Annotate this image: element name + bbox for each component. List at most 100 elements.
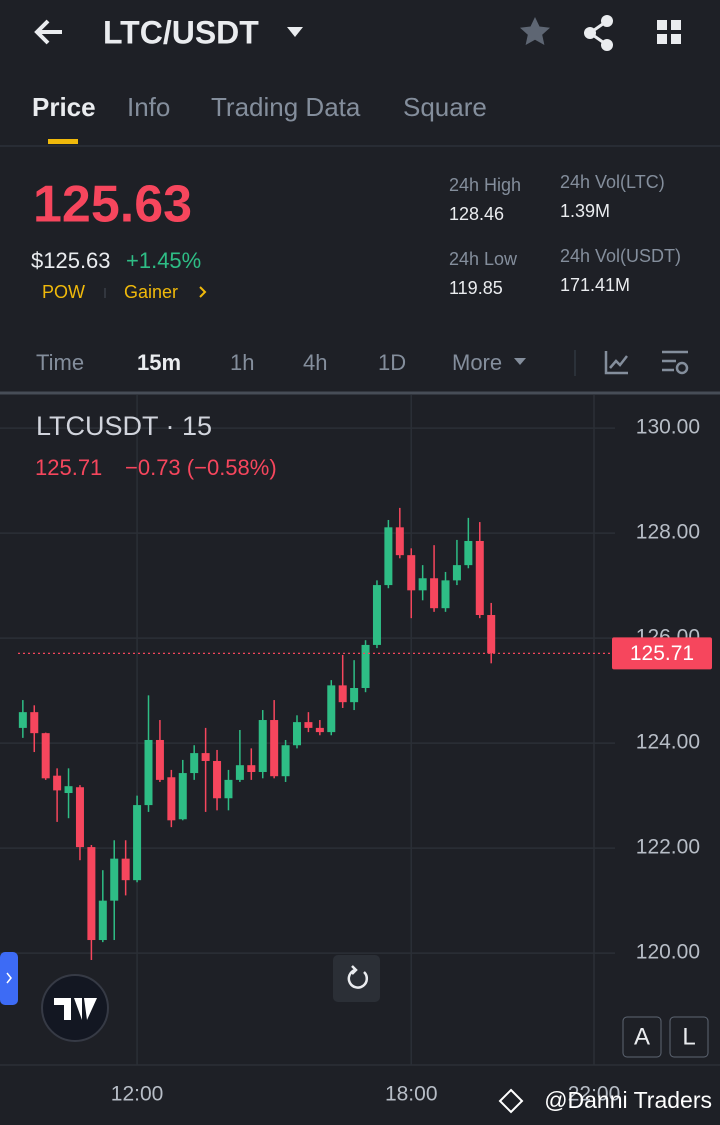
last-price: 125.63 — [33, 176, 192, 234]
x-tick-label: 22:00 — [568, 1083, 621, 1106]
last-price-label: 125.71 — [630, 642, 694, 665]
candle-body — [304, 722, 313, 728]
candle-body — [75, 787, 84, 848]
tradingview-mark — [54, 998, 97, 1020]
tab[interactable]: Price — [32, 92, 96, 122]
candle-body — [247, 765, 256, 773]
y-tick-label: 124.00 — [636, 731, 700, 754]
candle-body — [64, 786, 73, 794]
candle-body — [155, 739, 164, 780]
candle-body — [30, 712, 39, 734]
last-price-tag — [612, 637, 712, 670]
tag[interactable]: POW — [42, 282, 85, 302]
candle-body — [235, 765, 244, 780]
more-dropdown — [514, 358, 526, 365]
candle-body — [18, 712, 27, 728]
grid-icon[interactable] — [657, 20, 681, 44]
tab[interactable]: Trading Data — [211, 92, 361, 122]
candle-body — [87, 847, 96, 941]
stat-label: 24h Vol(USDT) — [560, 246, 681, 266]
stat-label: 24h Low — [449, 249, 518, 269]
log-button[interactable] — [669, 1016, 709, 1058]
plot-area — [0, 395, 720, 1125]
interval[interactable]: 1D — [378, 350, 406, 375]
chevron — [199, 286, 207, 298]
y-tick-label: 128.00 — [636, 521, 700, 544]
candle-body — [144, 739, 153, 806]
candle-body — [224, 779, 233, 799]
interval[interactable]: 1h — [230, 350, 254, 375]
x-tick-label: 12:00 — [111, 1083, 164, 1106]
y-tick-label: 130.00 — [636, 416, 700, 439]
candle-body — [475, 540, 484, 616]
candle-body — [315, 727, 324, 733]
chart-title: LTCUSDT · 15 — [36, 411, 212, 441]
price-usd: $125.63 — [31, 248, 111, 273]
stat-value: 128.46 — [449, 204, 504, 224]
button-label[interactable]: A — [634, 1023, 650, 1050]
interval[interactable]: More — [452, 350, 502, 375]
share-icon[interactable] — [584, 15, 613, 51]
candle-body — [293, 722, 302, 746]
interval[interactable]: Time — [36, 350, 84, 375]
candle-body — [384, 527, 393, 586]
candle-body — [350, 687, 359, 703]
candle-body — [281, 745, 290, 777]
candle-body — [133, 805, 142, 881]
settings-icon[interactable] — [662, 350, 689, 375]
legend-change: −0.73 (−0.58%) — [125, 455, 277, 480]
candle-body — [53, 775, 62, 791]
candle-body — [361, 644, 370, 688]
candle-body — [167, 777, 176, 821]
candle-body — [372, 585, 381, 645]
tab[interactable]: Info — [127, 92, 170, 122]
candle-body — [395, 527, 404, 556]
tab[interactable]: Square — [403, 92, 487, 122]
reset-icon — [347, 965, 369, 989]
stat-value: 171.41M — [560, 275, 630, 295]
candle-body — [327, 685, 336, 733]
tab-indicator — [48, 139, 78, 144]
stat-label: 24h Vol(LTC) — [560, 172, 665, 192]
pair-title[interactable]: LTC/USDT — [103, 14, 259, 50]
auto-button[interactable] — [622, 1016, 662, 1058]
side-tab[interactable] — [0, 952, 18, 1005]
candle-body — [452, 565, 461, 581]
stat-label: 24h High — [449, 175, 521, 195]
stat-value: 119.85 — [449, 278, 503, 298]
candle-body — [418, 578, 427, 591]
candle-body — [441, 580, 450, 609]
button-label[interactable]: L — [682, 1023, 695, 1050]
interval[interactable]: 4h — [303, 350, 327, 375]
favorite-icon[interactable] — [520, 17, 550, 45]
candle-body — [98, 900, 107, 941]
price-change: +1.45% — [126, 248, 201, 273]
candle-body — [178, 773, 187, 820]
candle-body — [110, 858, 119, 901]
pair-dropdown[interactable] — [287, 27, 303, 37]
indicator-icon[interactable] — [604, 351, 628, 375]
candle-body — [190, 753, 199, 774]
interval[interactable]: 15m — [137, 350, 181, 375]
legend-price: 125.71 — [35, 455, 102, 480]
y-tick-label: 122.00 — [636, 836, 700, 859]
y-tick-label: 120.00 — [636, 941, 700, 964]
candle-body — [270, 720, 279, 777]
candle-body — [213, 760, 222, 799]
tradingview-logo[interactable] — [41, 974, 109, 1042]
watermark: @Danni Traders — [544, 1087, 712, 1113]
candle-body — [338, 685, 347, 703]
stat-value: 1.39M — [560, 201, 610, 221]
candle-body — [407, 555, 416, 591]
candle-body — [201, 753, 210, 761]
tag[interactable]: Gainer — [124, 282, 178, 302]
chart: 120.00122.00124.00126.00128.00130.0012:0… — [0, 395, 720, 1125]
x-tick-label: 18:00 — [385, 1083, 438, 1106]
back-button[interactable] — [34, 19, 62, 45]
candle-body — [121, 858, 130, 881]
candle-body — [258, 720, 267, 773]
candle-body — [464, 540, 473, 566]
reset-button[interactable] — [333, 955, 380, 1002]
candle-body — [41, 733, 50, 779]
